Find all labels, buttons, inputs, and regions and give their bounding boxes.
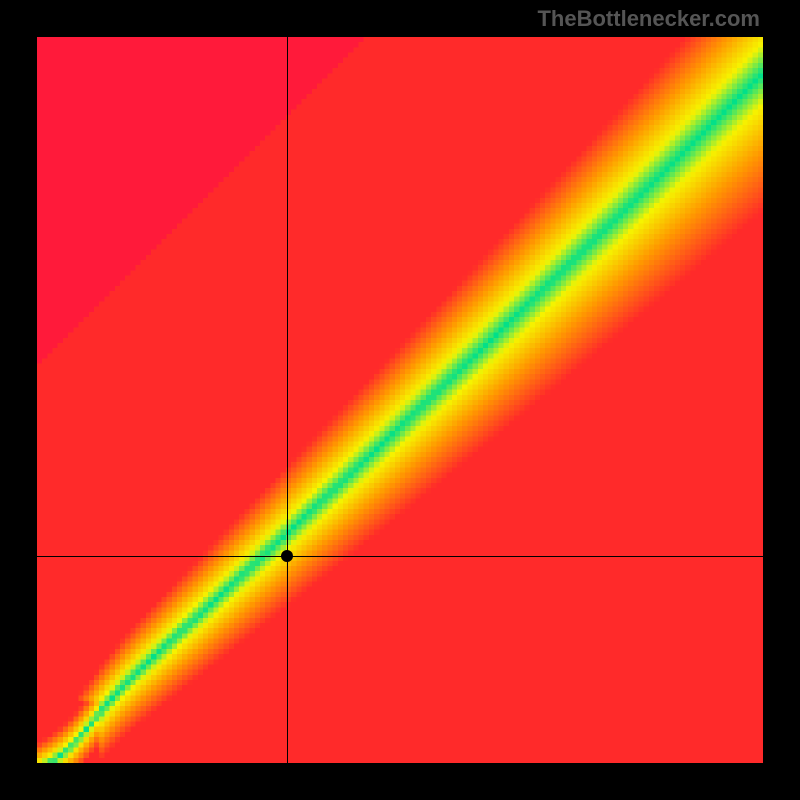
crosshair-vertical [287,37,288,763]
watermark-text: TheBottlenecker.com [537,6,760,32]
selection-marker [281,550,293,562]
heatmap-plot [37,37,763,763]
crosshair-horizontal [37,556,763,557]
heatmap-canvas [37,37,763,763]
